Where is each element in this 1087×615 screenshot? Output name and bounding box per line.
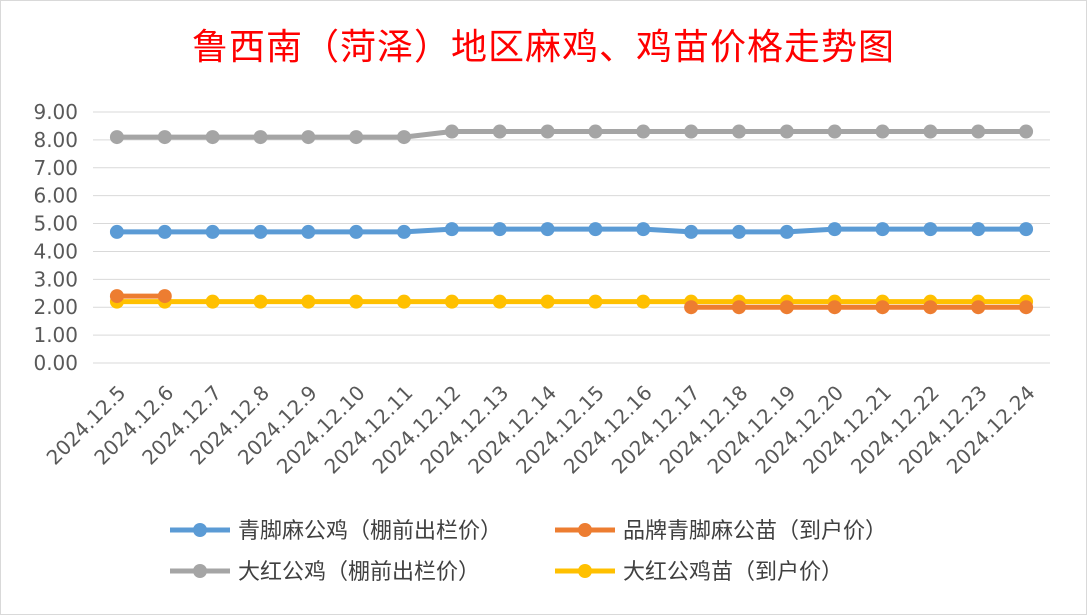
y-tick-label: 3.00 <box>33 267 78 291</box>
data-point <box>492 124 507 139</box>
data-point <box>540 222 555 237</box>
legend-item: 青脚麻公鸡（棚前出栏价） <box>170 519 502 544</box>
series-3 <box>109 124 1034 145</box>
y-tick-label: 7.00 <box>33 156 78 180</box>
data-point <box>253 294 268 309</box>
legend-swatch-marker <box>193 523 207 537</box>
data-point <box>923 300 938 315</box>
data-point <box>205 224 220 239</box>
data-point <box>588 222 603 237</box>
data-point <box>157 130 172 145</box>
y-tick-label: 0.00 <box>33 351 78 375</box>
data-point <box>444 124 459 139</box>
legend-swatch-marker <box>193 564 207 578</box>
data-point <box>444 294 459 309</box>
data-point <box>492 222 507 237</box>
legend-item: 大红公鸡苗（到户价） <box>555 560 843 585</box>
series-1 <box>109 222 1034 239</box>
data-point <box>253 130 268 145</box>
gridlines <box>93 111 1050 364</box>
data-point <box>540 294 555 309</box>
data-point <box>684 224 699 239</box>
data-point <box>779 124 794 139</box>
data-point <box>779 300 794 315</box>
y-tick-label: 2.00 <box>33 295 78 319</box>
data-point <box>971 222 986 237</box>
data-point <box>349 224 364 239</box>
data-point <box>875 300 890 315</box>
data-point <box>397 224 412 239</box>
data-point <box>540 124 555 139</box>
data-point <box>731 124 746 139</box>
data-point <box>636 124 651 139</box>
data-point <box>731 300 746 315</box>
y-tick-label: 5.00 <box>33 212 78 236</box>
legend-label: 大红公鸡苗（到户价） <box>623 560 843 585</box>
data-point <box>157 289 172 304</box>
data-point <box>875 124 890 139</box>
data-point <box>109 224 124 239</box>
y-tick-label: 9.00 <box>33 100 78 124</box>
y-tick-label: 6.00 <box>33 184 78 208</box>
data-point <box>684 124 699 139</box>
data-point <box>875 222 890 237</box>
data-point <box>109 289 124 304</box>
data-point <box>1019 300 1034 315</box>
legend-label: 品牌青脚麻公苗（到户价） <box>623 519 887 544</box>
data-point <box>827 222 842 237</box>
legend-swatch-marker <box>578 564 592 578</box>
data-point <box>971 124 986 139</box>
data-point <box>205 130 220 145</box>
y-tick-label: 1.00 <box>33 323 78 347</box>
data-point <box>971 300 986 315</box>
series-line <box>114 129 1029 140</box>
data-point <box>349 130 364 145</box>
data-point <box>157 224 172 239</box>
data-point <box>827 124 842 139</box>
x-axis: 2024.12.52024.12.62024.12.72024.12.82024… <box>42 381 1040 479</box>
data-point <box>923 124 938 139</box>
data-point <box>253 224 268 239</box>
data-point <box>492 294 507 309</box>
chart-title: 鲁西南（菏泽）地区麻鸡、鸡苗价格走势图 <box>191 27 895 68</box>
data-point <box>397 294 412 309</box>
series-2 <box>109 289 1034 315</box>
legend-swatch-marker <box>578 523 592 537</box>
data-point <box>301 224 316 239</box>
y-axis: 0.00 1.00 2.00 3.00 4.00 5.00 6.00 7.00 8.00 9.00 <box>33 100 78 375</box>
data-point <box>397 130 412 145</box>
legend: 青脚麻公鸡（棚前出栏价） 品牌青脚麻公苗（到户价） 大红公鸡（棚前出栏价） 大红公鸡苗… <box>170 519 887 585</box>
data-point <box>731 224 746 239</box>
series-line <box>114 226 1029 235</box>
data-point <box>588 294 603 309</box>
data-point <box>588 124 603 139</box>
data-point <box>779 224 794 239</box>
legend-label: 青脚麻公鸡（棚前出栏价） <box>238 519 502 544</box>
data-point <box>349 294 364 309</box>
y-tick-label: 8.00 <box>33 128 78 152</box>
data-point <box>301 294 316 309</box>
legend-item: 大红公鸡（棚前出栏价） <box>170 560 480 585</box>
data-point <box>636 294 651 309</box>
y-tick-label: 4.00 <box>33 239 78 263</box>
data-point <box>684 300 699 315</box>
data-point <box>205 294 220 309</box>
data-point <box>109 130 124 145</box>
data-point <box>1019 222 1034 237</box>
data-point <box>444 222 459 237</box>
legend-item: 品牌青脚麻公苗（到户价） <box>555 519 887 544</box>
data-point <box>301 130 316 145</box>
data-point <box>827 300 842 315</box>
legend-label: 大红公鸡（棚前出栏价） <box>238 560 480 585</box>
data-point <box>1019 124 1034 139</box>
data-point <box>636 222 651 237</box>
data-point <box>923 222 938 237</box>
